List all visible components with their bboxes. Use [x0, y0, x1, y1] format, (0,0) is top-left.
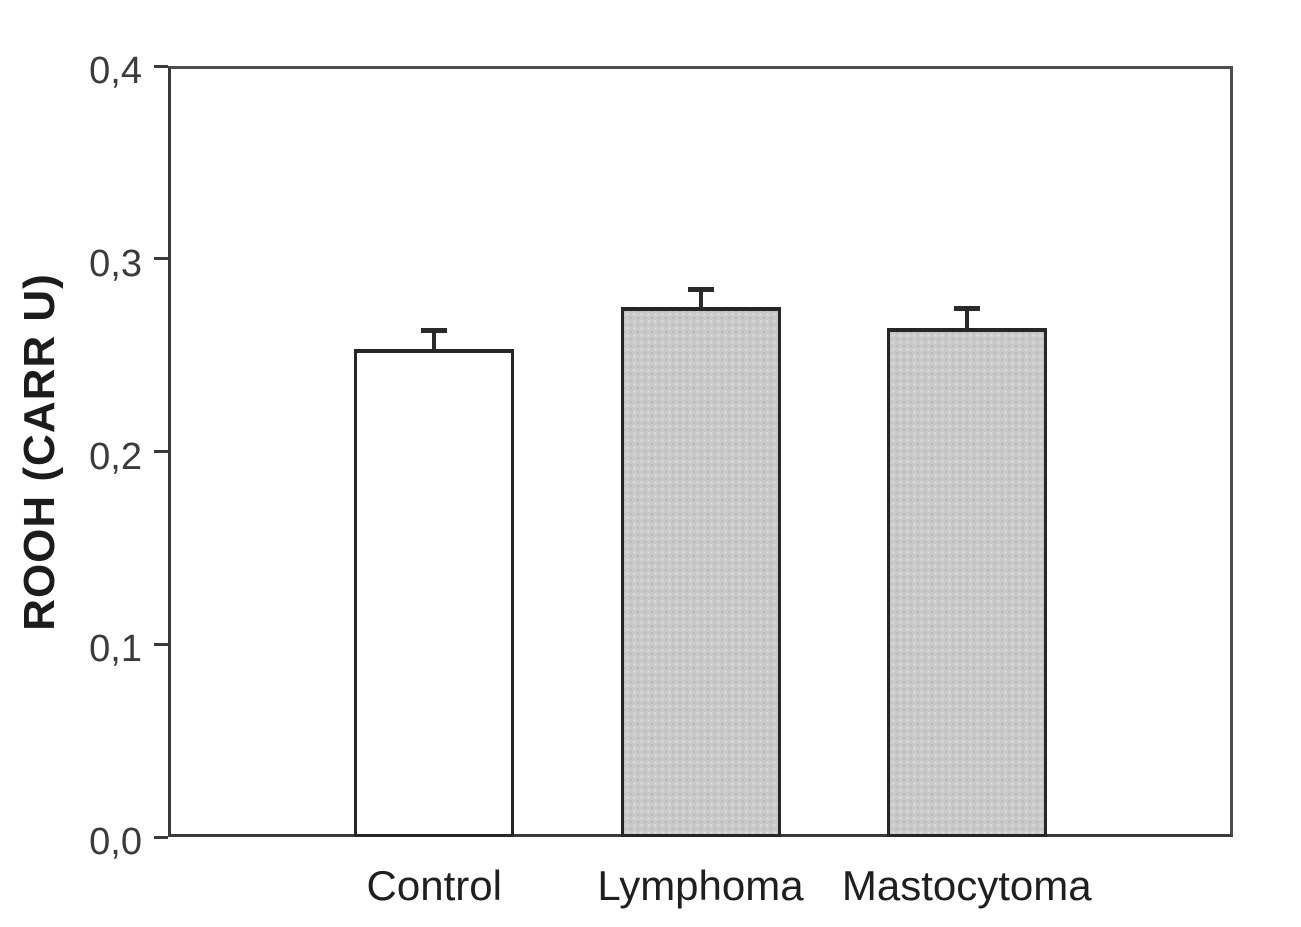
error-bar-cap [687, 287, 714, 293]
y-tick-label: 0,2 [89, 435, 142, 478]
x-category-label-control: Control [366, 862, 502, 909]
x-category-label-mastocytoma: Mastocytoma [841, 862, 1092, 909]
y-tick-mark [154, 64, 168, 68]
error-bar-cap [953, 306, 980, 312]
control-bar [354, 349, 515, 837]
y-tick-mark [154, 835, 168, 839]
mastocytoma-bar [886, 328, 1047, 837]
y-tick-label: 0,4 [89, 50, 142, 92]
y-tick-label: 0,0 [89, 821, 142, 863]
error-bar-stem [964, 308, 969, 331]
y-tick-label: 0,3 [89, 242, 142, 285]
x-category-label-lymphoma: Lymphoma [597, 862, 804, 909]
error-bar-stem [432, 330, 437, 352]
error-bar-stem [698, 289, 703, 309]
y-tick-mark [154, 450, 168, 453]
y-tick-label: 0,1 [89, 628, 142, 671]
y-tick-mark [154, 257, 168, 261]
lymphoma-bar [620, 306, 781, 837]
error-bar-cap [421, 327, 448, 333]
y-tick-mark [154, 642, 168, 646]
